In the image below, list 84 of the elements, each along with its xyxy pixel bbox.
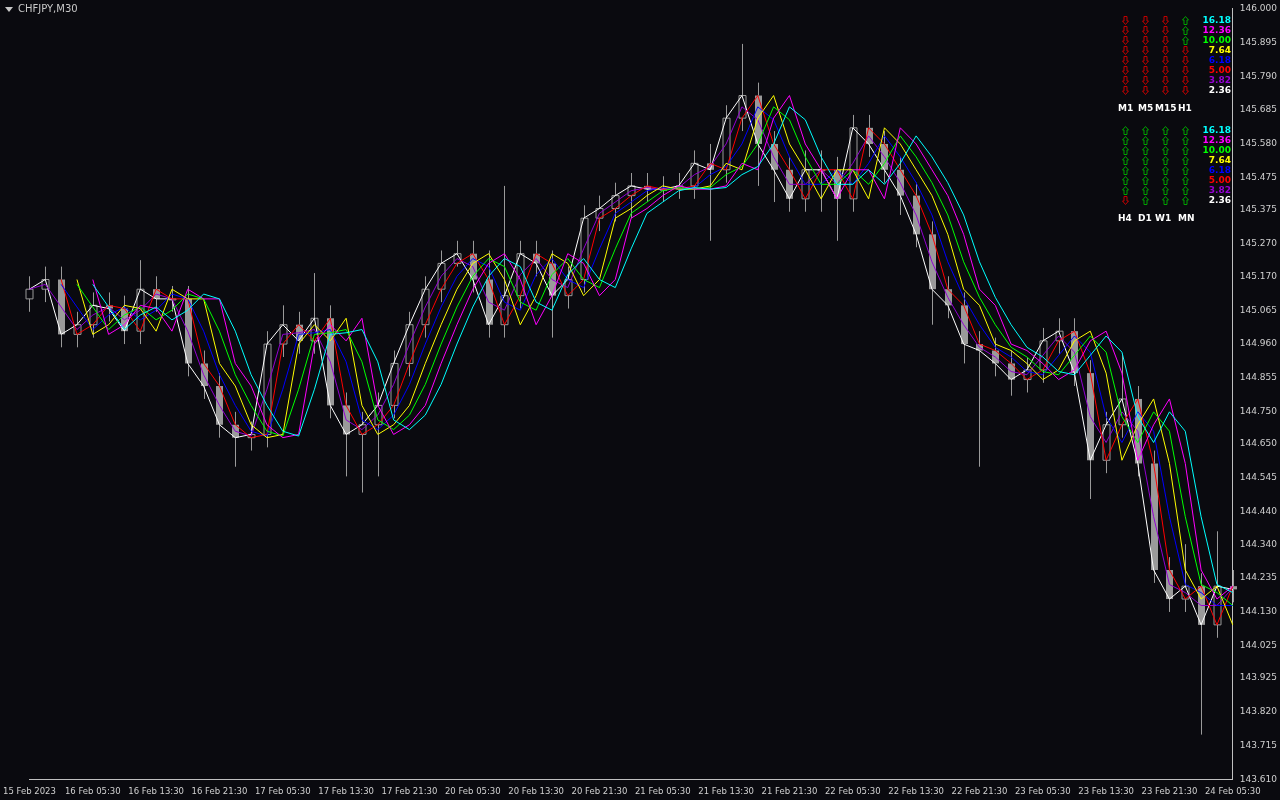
annotation: 5.00 — [1208, 65, 1231, 75]
annotation: 7.64 — [1208, 155, 1231, 165]
y-tick-label: 145.475 — [1239, 172, 1277, 183]
annotation: 12.36 — [1202, 25, 1231, 35]
y-tick-label: 145.685 — [1239, 104, 1277, 115]
annotation: H4 — [1118, 213, 1132, 223]
candlestick — [1181, 543, 1190, 613]
annotation: W1 — [1155, 213, 1172, 223]
annotation: M1 — [1118, 103, 1134, 113]
y-tick-label: 144.025 — [1239, 640, 1277, 651]
y-tick-label: 144.855 — [1239, 372, 1277, 383]
chart-title: CHFJPY,M30 — [18, 3, 78, 14]
annotation: 3.82 — [1208, 185, 1231, 195]
x-tick-label: 20 Feb 13:30 — [508, 786, 564, 797]
y-tick-label: 145.065 — [1239, 304, 1277, 315]
x-tick-label: 22 Feb 21:30 — [951, 786, 1008, 797]
annotation: 16.18 — [1202, 15, 1231, 25]
y-tick-label: 143.925 — [1239, 672, 1277, 683]
y-tick-label: 143.610 — [1239, 774, 1278, 785]
x-tick-label: 16 Feb 21:30 — [191, 786, 248, 797]
candlestick — [136, 259, 145, 345]
y-tick-label: 144.750 — [1239, 406, 1278, 417]
y-tick-label: 144.235 — [1239, 572, 1277, 583]
y-tick-label: 144.340 — [1239, 538, 1278, 549]
x-tick-label: 21 Feb 21:30 — [761, 786, 818, 797]
annotation: 10.00 — [1202, 35, 1231, 45]
y-tick-label: 144.440 — [1239, 506, 1278, 517]
x-tick-label: 16 Feb 13:30 — [128, 786, 184, 797]
annotation: 16.18 — [1202, 125, 1231, 135]
y-tick-label: 143.820 — [1239, 706, 1278, 717]
x-tick-label: 21 Feb 05:30 — [634, 786, 691, 797]
candlestick — [437, 249, 446, 303]
annotation: 7.64 — [1208, 45, 1231, 55]
x-tick-label: 20 Feb 05:30 — [444, 786, 501, 797]
y-tick-label: 145.375 — [1239, 204, 1277, 215]
candlestick — [627, 172, 636, 219]
annotation: 2.36 — [1208, 195, 1231, 205]
x-tick-label: 17 Feb 21:30 — [381, 786, 438, 797]
y-tick-label: 146.000 — [1239, 2, 1278, 13]
y-tick-label: 145.170 — [1239, 270, 1278, 281]
x-tick-label: 16 Feb 05:30 — [64, 786, 121, 797]
annotation: H1 — [1178, 103, 1192, 113]
candlestick — [849, 114, 858, 213]
candlestick — [453, 240, 462, 268]
annotation: M5 — [1138, 103, 1154, 113]
x-tick-label: 17 Feb 05:30 — [254, 786, 311, 797]
candlestick — [500, 185, 509, 339]
x-tick-label: 21 Feb 13:30 — [698, 786, 754, 797]
candlestick — [738, 43, 747, 132]
x-tick-label: 15 Feb 2023 — [3, 786, 56, 797]
annotation: 3.82 — [1208, 75, 1231, 85]
candlestick — [25, 275, 34, 313]
candlestick — [421, 275, 430, 339]
y-tick-label: 144.545 — [1239, 472, 1277, 483]
x-tick-label: 20 Feb 21:30 — [571, 786, 628, 797]
candlestick — [41, 266, 50, 303]
candlestick — [279, 304, 288, 358]
y-tick-label: 145.580 — [1239, 138, 1278, 149]
y-tick-label: 144.960 — [1239, 338, 1278, 349]
annotation: 6.18 — [1208, 165, 1231, 175]
annotation: D1 — [1138, 213, 1152, 223]
annotation: 12.36 — [1202, 135, 1231, 145]
annotation: 5.00 — [1208, 175, 1231, 185]
annotation: 2.36 — [1208, 85, 1231, 95]
y-tick-label: 144.130 — [1239, 606, 1278, 617]
candlestick — [1213, 530, 1222, 639]
x-tick-label: 24 Feb 05:30 — [1204, 786, 1261, 797]
annotation: MN — [1178, 213, 1195, 223]
y-tick-label: 145.895 — [1239, 36, 1277, 47]
x-tick-label: 23 Feb 05:30 — [1014, 786, 1071, 797]
x-tick-label: 22 Feb 13:30 — [888, 786, 944, 797]
y-tick-label: 145.270 — [1239, 238, 1278, 249]
x-tick-label: 17 Feb 13:30 — [318, 786, 374, 797]
x-tick-label: 23 Feb 13:30 — [1078, 786, 1134, 797]
candlestick — [801, 149, 810, 213]
x-tick-label: 22 Feb 05:30 — [824, 786, 881, 797]
candlestick — [1055, 317, 1064, 355]
y-tick-label: 145.790 — [1239, 70, 1278, 81]
annotation: 10.00 — [1202, 145, 1231, 155]
y-tick-label: 143.715 — [1239, 740, 1277, 751]
x-tick-label: 23 Feb 21:30 — [1141, 786, 1198, 797]
annotation: M15 — [1155, 103, 1177, 113]
annotation: 6.18 — [1208, 55, 1231, 65]
y-tick-label: 144.650 — [1239, 438, 1278, 449]
